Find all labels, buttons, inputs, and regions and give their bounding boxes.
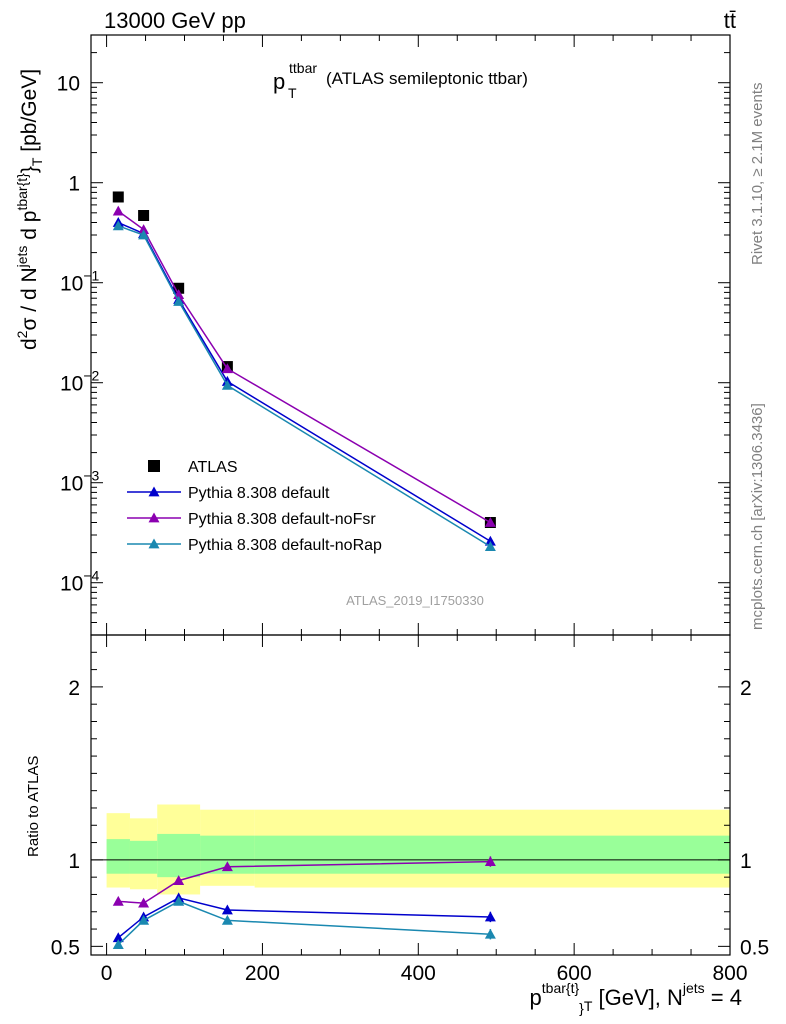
ratio-series-0 xyxy=(112,892,496,943)
ratio-series-1 xyxy=(112,856,496,908)
ratio-series-2 xyxy=(112,895,496,950)
panel-title-main: p xyxy=(273,69,285,94)
data-point-marker xyxy=(138,224,150,234)
ratio-stat-uncertainty-band xyxy=(254,835,730,874)
main-y-tick-label: 10−1 xyxy=(60,268,100,296)
ratio-data-point xyxy=(173,875,185,886)
process-label: tt̄ xyxy=(724,8,736,33)
x-tick-label: 600 xyxy=(557,962,592,985)
rivet-version-label: Rivet 3.1.10, ≥ 2.1M events xyxy=(749,83,766,266)
legend-label: Pythia 8.308 default-noFsr xyxy=(188,511,376,528)
ratio-y-tick-label-left: 1 xyxy=(68,850,80,873)
ratio-data-point xyxy=(484,928,496,939)
data-point-atlas xyxy=(138,210,150,222)
x-tick-label: 800 xyxy=(712,962,747,985)
main-series-group xyxy=(112,191,496,551)
ratio-y-tick-label-left: 0.5 xyxy=(51,936,80,959)
ratio-data-point xyxy=(173,895,185,906)
data-point-marker xyxy=(484,517,496,527)
ratio-data-point xyxy=(112,932,124,943)
ratio-data-point xyxy=(484,856,496,866)
ratio-series-group xyxy=(112,856,496,950)
main-series-0 xyxy=(112,191,496,529)
ratio-y-tick-label-right: 0.5 xyxy=(740,936,769,959)
data-point-marker xyxy=(173,295,185,306)
x-tick-label: 200 xyxy=(245,962,280,985)
ratio-stat-uncertainty-band xyxy=(106,839,130,874)
ratio-data-point xyxy=(138,897,150,908)
data-point-marker xyxy=(221,379,233,390)
main-y-tick-labels: 10−4 10−3 10−2 10−1 1 10 xyxy=(57,73,100,596)
ratio-data-point xyxy=(112,939,124,950)
ratio-y-tick-label-left: 2 xyxy=(68,677,80,700)
data-point-marker xyxy=(484,535,496,546)
main-y-tick-label: 10−2 xyxy=(60,368,100,396)
legend-marker xyxy=(148,538,160,549)
main-y-tick-label: 10−4 xyxy=(60,568,100,596)
main-axis-ticks xyxy=(91,34,731,636)
data-point-marker xyxy=(112,205,124,216)
ratio-y-axis-label: Ratio to ATLAS xyxy=(25,756,42,857)
ratio-data-point xyxy=(221,861,233,872)
ratio-panel: 0.5 0.5 1 1 2 2 0 200 400 600 800 Ratio to ATLAS p… xyxy=(25,634,769,1016)
ratio-axis-ticks xyxy=(91,634,731,955)
x-tick-label: 400 xyxy=(401,962,436,985)
ratio-y-tick-label-right: 2 xyxy=(740,677,752,700)
analysis-id-label: ATLAS_2019_I1750330 xyxy=(346,593,484,608)
legend-marker xyxy=(148,486,160,497)
x-tick-label: 0 xyxy=(101,962,113,985)
ratio-data-point xyxy=(138,914,150,925)
ratio-data-point xyxy=(112,895,124,906)
panel-title-sub: T xyxy=(288,85,297,101)
ratio-frame xyxy=(90,634,731,956)
main-panel: 10−4 10−3 10−2 10−1 1 10 p ttbar T (ATLAS sem… xyxy=(14,34,731,636)
data-point-marker xyxy=(138,229,150,240)
main-y-axis-label: d2σ / d Njets d ptbar{t}}T [pb/GeV] xyxy=(14,69,45,350)
data-point-atlas xyxy=(112,191,124,203)
ratio-tick-labels: 0.5 0.5 1 1 2 2 0 200 400 600 800 xyxy=(51,677,769,985)
legend-label: Pythia 8.308 default-noRap xyxy=(188,537,382,554)
legend-marker-atlas xyxy=(148,460,160,472)
ratio-series-line xyxy=(117,900,491,946)
legend: ATLAS Pythia 8.308 default Pythia 8.308 de… xyxy=(127,459,382,554)
data-point-marker xyxy=(484,541,496,551)
legend-label: Pythia 8.308 default xyxy=(188,485,330,502)
main-y-tick-label: 10 xyxy=(57,73,80,96)
ratio-stat-uncertainty-band xyxy=(157,833,201,878)
series-line xyxy=(117,210,491,524)
data-point-atlas xyxy=(173,282,185,294)
ratio-uncertainty-bands xyxy=(106,804,730,895)
data-point-marker xyxy=(221,363,233,374)
legend-label: ATLAS xyxy=(188,459,238,476)
energy-label: 13000 GeV pp xyxy=(104,8,246,33)
ratio-stat-uncertainty-band xyxy=(129,840,158,874)
ratio-data-point xyxy=(221,914,233,925)
main-frame xyxy=(90,34,731,636)
ratio-data-point xyxy=(484,911,496,922)
main-series-2 xyxy=(112,205,496,527)
ratio-y-tick-label-right: 1 xyxy=(740,850,752,873)
main-series-3 xyxy=(112,220,496,551)
main-y-tick-label: 1 xyxy=(68,173,80,196)
panel-title-rest: (ATLAS semileptonic ttbar) xyxy=(326,69,528,88)
main-y-tick-label: 10−3 xyxy=(60,468,100,496)
ratio-data-point xyxy=(221,904,233,915)
data-point-marker xyxy=(112,220,124,231)
legend-marker xyxy=(148,512,160,523)
panel-title: p xyxy=(273,69,285,94)
mcplots-label: mcplots.cern.ch [arXiv:1306.3436] xyxy=(749,403,766,630)
panel-title-sup: ttbar xyxy=(289,60,317,76)
x-axis-label: ptbar{t}}T [GeV], Njets = 4 xyxy=(530,980,742,1016)
